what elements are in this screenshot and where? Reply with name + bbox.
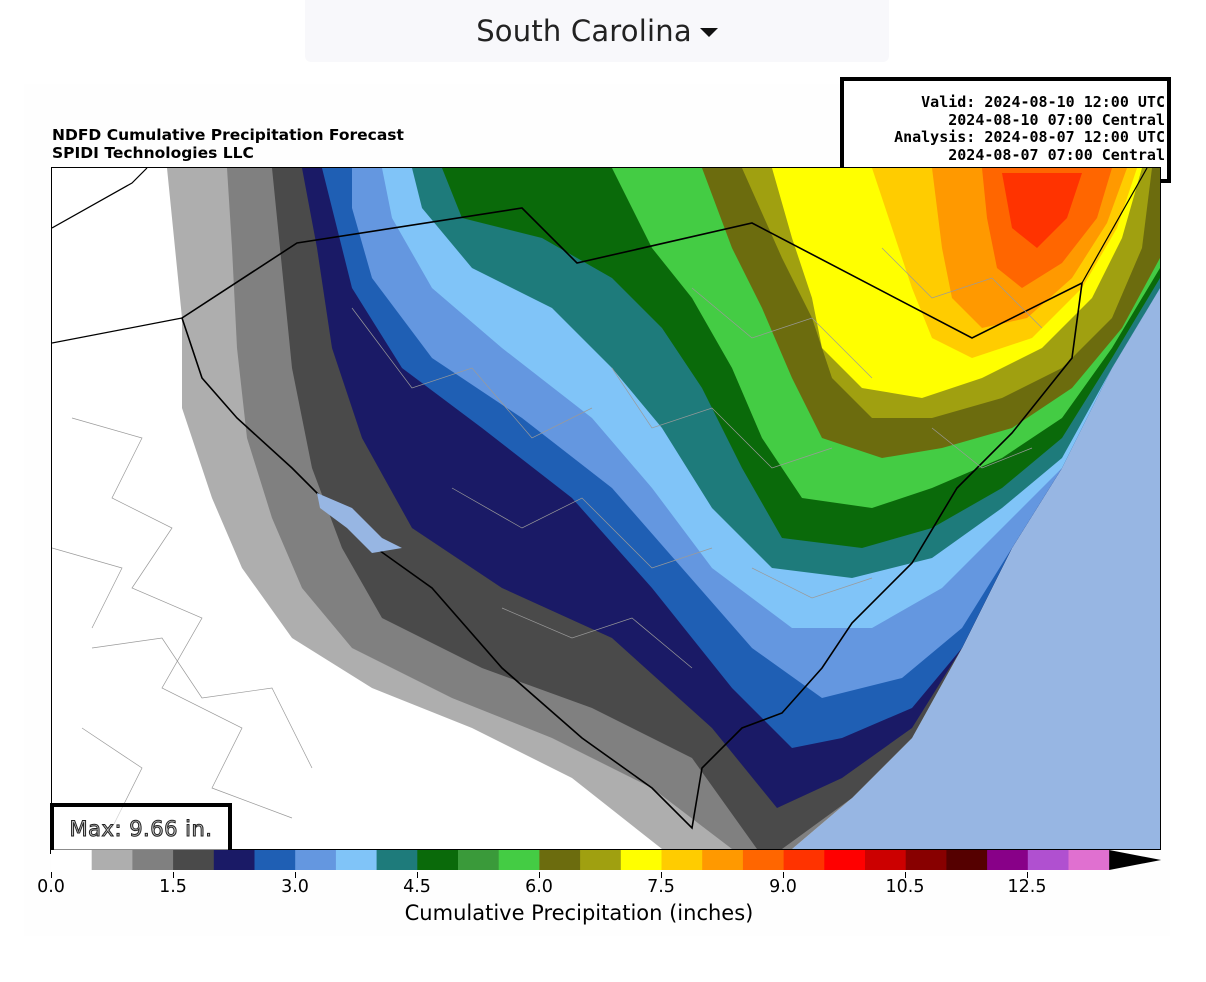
colorbar-segment (783, 850, 825, 870)
colorbar-segment (417, 850, 459, 870)
colorbar-segment (498, 850, 540, 870)
region-dropdown[interactable]: South Carolina (305, 0, 889, 62)
colorbar-segment (51, 850, 93, 870)
valid-utc: Valid: 2024-08-10 12:00 UTC (921, 93, 1165, 111)
colorbar-segment (1027, 850, 1069, 870)
max-value-box: Max: 9.66 in. (50, 803, 232, 854)
colorbar-segment (824, 850, 866, 870)
colorbar-tick-label: 7.5 (647, 877, 675, 897)
colorbar-segment (620, 850, 662, 870)
colorbar-tick-mark (51, 872, 52, 878)
precipitation-map-svg (52, 168, 1160, 849)
colorbar-segment (295, 850, 337, 870)
colorbar-tick-mark (783, 872, 784, 878)
colorbar-tick-mark (905, 872, 906, 878)
state-border-ne (1081, 168, 1148, 284)
colorbar-segment (335, 850, 378, 870)
colorbar-segment (254, 850, 296, 870)
colorbar-segment (702, 850, 744, 870)
colorbar-tick-label: 9.0 (769, 877, 797, 897)
colorbar-label: Cumulative Precipitation (inches) (404, 901, 754, 925)
colorbar-tick-mark (295, 872, 296, 878)
colorbar-segment (987, 850, 1029, 870)
colorbar-tick-label: 1.5 (159, 877, 187, 897)
ocean-area (792, 288, 1160, 849)
valid-central: 2024-08-10 07:00 Central (948, 110, 1165, 129)
colorbar-segment (376, 850, 418, 870)
state-border-nw (52, 168, 148, 229)
colorbar-tick-mark (173, 872, 174, 878)
colorbar-tick-mark (539, 872, 540, 878)
figure-title: NDFD Cumulative Precipitation Forecast (52, 126, 404, 144)
colorbar-tick-mark (417, 872, 418, 878)
colorbar-segment (132, 850, 174, 870)
colorbar-segment (865, 850, 907, 870)
colorbar-tick-label: 12.5 (1007, 877, 1047, 897)
colorbar-extend-arrow (1109, 850, 1162, 870)
region-dropdown-label: South Carolina (476, 14, 692, 48)
colorbar-tick-mark (661, 872, 662, 878)
colorbar-tick-label: 0.0 (37, 877, 65, 897)
lake-shape (317, 493, 402, 553)
colorbar-segment (458, 850, 500, 870)
colorbar-segment (946, 850, 988, 870)
colorbar-segment (539, 850, 581, 870)
colorbar-segment (91, 850, 133, 870)
analysis-utc: Analysis: 2024-08-07 12:00 UTC (894, 128, 1165, 147)
colorbar-tick-label: 3.0 (281, 877, 309, 897)
colorbar-segment (1068, 850, 1110, 870)
colorbar-segment (213, 850, 255, 870)
state-border-west (52, 317, 183, 344)
precip-band-9p5 (1002, 173, 1082, 248)
colorbar-tick-label: 6.0 (525, 877, 553, 897)
figure-subtitle: SPIDI Technologies LLC (52, 143, 254, 162)
colorbar-segment (742, 850, 785, 870)
colorbar-tick-label: 10.5 (885, 877, 925, 897)
colorbar-tick-mark (1027, 872, 1028, 878)
colorbar-segment (580, 850, 622, 870)
valid-time-box: Valid: 2024-08-10 12:00 UTC 2024-08-10 0… (840, 77, 1171, 183)
figure-title-block: NDFD Cumulative Precipitation Forecast S… (52, 126, 404, 162)
colorbar-ticks: 0.0 1.5 3.0 4.5 6.0 7.5 9.0 10.5 12.5 (0, 872, 1206, 900)
analysis-central: 2024-08-07 07:00 Central (948, 146, 1165, 165)
precipitation-map (51, 167, 1161, 850)
colorbar-segment (905, 850, 947, 870)
max-value-label: Max: 9.66 in. (69, 816, 213, 841)
colorbar-segment (661, 850, 703, 870)
colorbar-tick-label: 4.5 (403, 877, 431, 897)
colorbar (51, 850, 1162, 870)
county-lines (52, 247, 1043, 829)
colorbar-segment (173, 850, 215, 870)
caret-down-icon (699, 27, 718, 37)
